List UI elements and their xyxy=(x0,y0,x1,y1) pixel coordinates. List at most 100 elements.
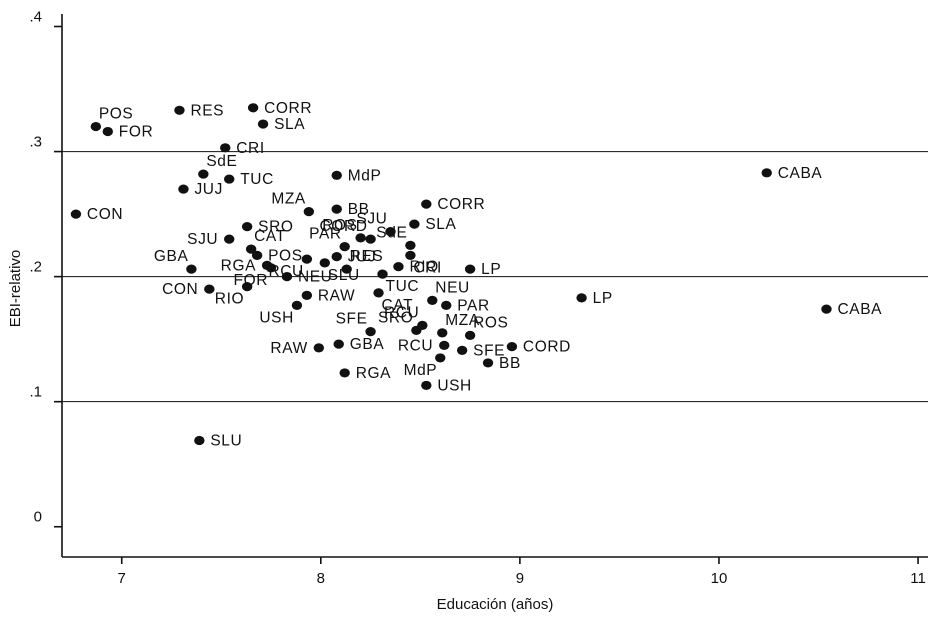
data-point xyxy=(821,304,832,314)
data-point xyxy=(291,300,303,310)
data-point xyxy=(761,168,772,178)
data-point xyxy=(198,169,209,179)
data-point xyxy=(427,295,438,305)
point-label: TUC xyxy=(240,171,274,188)
data-point xyxy=(301,290,313,300)
y-tick-label: .3 xyxy=(29,134,42,151)
point-label: MdP xyxy=(404,362,438,379)
data-point xyxy=(506,342,518,352)
point-label: JUJ xyxy=(194,181,223,198)
point-label: SFE xyxy=(473,342,505,359)
x-tick-label: 8 xyxy=(317,570,325,587)
point-label: NEU xyxy=(435,279,470,296)
data-point xyxy=(441,300,452,310)
point-label: SLA xyxy=(274,116,305,133)
point-label: RCU xyxy=(398,337,433,354)
point-label: PAR xyxy=(457,297,490,314)
y-tick-label: 0 xyxy=(34,509,42,526)
point-label: RES xyxy=(190,102,224,119)
point-label: USH xyxy=(259,309,294,326)
data-point xyxy=(409,219,420,229)
data-point xyxy=(174,105,185,115)
point-label: CORD xyxy=(523,339,571,356)
y-axis-title: EBI-relativo xyxy=(7,250,24,328)
point-label: POS xyxy=(99,106,134,123)
point-label: RGA xyxy=(356,365,391,382)
data-point xyxy=(186,264,197,274)
point-label: TUC xyxy=(386,278,420,295)
data-point xyxy=(421,380,432,391)
point-label: SdE xyxy=(376,224,407,241)
point-label: SdE xyxy=(206,153,237,170)
point-label: POS xyxy=(268,247,303,264)
point-label: CAT xyxy=(254,228,286,245)
data-point xyxy=(331,252,342,262)
point-label: SLU xyxy=(328,267,360,284)
data-point xyxy=(70,209,82,219)
x-tick-label: 9 xyxy=(516,570,524,587)
x-axis-title: Educación (años) xyxy=(437,596,554,613)
data-point xyxy=(405,240,416,250)
point-label: RCU xyxy=(268,263,303,280)
point-label: JUJ xyxy=(348,249,377,266)
point-label: BB xyxy=(348,201,370,218)
point-label: SJU xyxy=(356,211,387,228)
data-point xyxy=(339,368,350,378)
data-point xyxy=(377,269,388,279)
data-point xyxy=(194,435,205,446)
grid-lines xyxy=(62,151,928,403)
data-point xyxy=(365,234,376,244)
data-point xyxy=(319,258,330,268)
point-label: CON xyxy=(162,281,198,298)
data-point xyxy=(365,327,376,337)
point-label: CABA xyxy=(837,301,882,318)
point-label: LP xyxy=(593,290,613,307)
data-point xyxy=(204,284,215,294)
data-point xyxy=(437,328,448,338)
data-point xyxy=(251,250,263,260)
point-label: CAT xyxy=(382,297,414,314)
data-point xyxy=(333,339,344,349)
data-point xyxy=(331,170,342,180)
point-label: CRI xyxy=(413,259,442,276)
point-label: GBA xyxy=(154,248,189,265)
point-label: CORR xyxy=(264,100,312,117)
data-point xyxy=(355,233,366,243)
point-label: RGA xyxy=(221,257,256,274)
data-point xyxy=(257,119,269,129)
data-point xyxy=(178,184,189,194)
data-point xyxy=(247,103,259,113)
x-tick-label: 7 xyxy=(118,570,126,587)
point-label: MdP xyxy=(348,167,382,184)
data-point xyxy=(373,288,384,298)
point-label: MZA xyxy=(271,191,306,208)
point-label: CORR xyxy=(437,196,485,213)
point-label: RIO xyxy=(215,291,244,308)
point-label: CON xyxy=(87,206,123,223)
point-label: SLA xyxy=(425,216,456,233)
data-point xyxy=(421,199,432,209)
data-point xyxy=(385,227,396,237)
point-label: RES xyxy=(350,248,384,265)
data-point xyxy=(456,345,468,356)
point-label: CRI xyxy=(236,140,265,157)
data-point xyxy=(464,264,476,274)
data-points xyxy=(70,103,832,446)
point-label: USH xyxy=(437,377,472,394)
data-point xyxy=(313,343,325,353)
data-point xyxy=(331,204,342,214)
data-point xyxy=(339,242,350,252)
point-label: SRO xyxy=(258,219,293,236)
data-point xyxy=(241,222,253,232)
data-point xyxy=(482,358,494,368)
data-point xyxy=(576,293,587,303)
x-tick-label: 10 xyxy=(711,570,728,587)
point-label: NEU xyxy=(298,269,333,286)
point-label: RAW xyxy=(270,340,307,357)
x-ticks: 7 8 9 10 11 xyxy=(118,557,926,587)
point-label: SRO xyxy=(378,309,413,326)
